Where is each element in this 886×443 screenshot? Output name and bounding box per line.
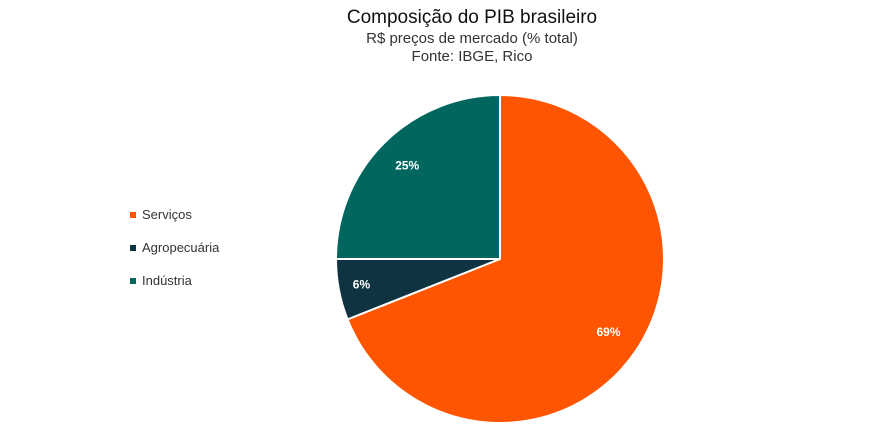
data-label: 6% — [353, 278, 371, 292]
pie-slice-industria — [335, 94, 501, 260]
legend-item-servicos: Serviços — [130, 198, 219, 231]
chart-legend: Serviços Agropecuária Indústria — [130, 198, 219, 297]
legend-item-agropecuaria: Agropecuária — [130, 231, 219, 264]
pie-slice-servicos — [346, 94, 665, 424]
legend-swatch — [130, 244, 136, 251]
legend-swatch — [130, 211, 136, 218]
data-label: 69% — [596, 325, 620, 339]
legend-item-industria: Indústria — [130, 264, 219, 297]
legend-label: Indústria — [142, 273, 192, 288]
legend-label: Serviços — [142, 207, 192, 222]
legend-swatch — [130, 277, 136, 284]
chart-source: Fonte: IBGE, Rico — [411, 48, 533, 65]
chart-subtitle: R$ preços de mercado (% total) — [366, 30, 578, 47]
chart-header: Composição do PIB brasileiro R$ preços d… — [0, 6, 886, 66]
data-label: 25% — [395, 158, 419, 172]
legend-label: Agropecuária — [142, 240, 220, 255]
chart-title: Composição do PIB brasileiro — [346, 7, 598, 28]
